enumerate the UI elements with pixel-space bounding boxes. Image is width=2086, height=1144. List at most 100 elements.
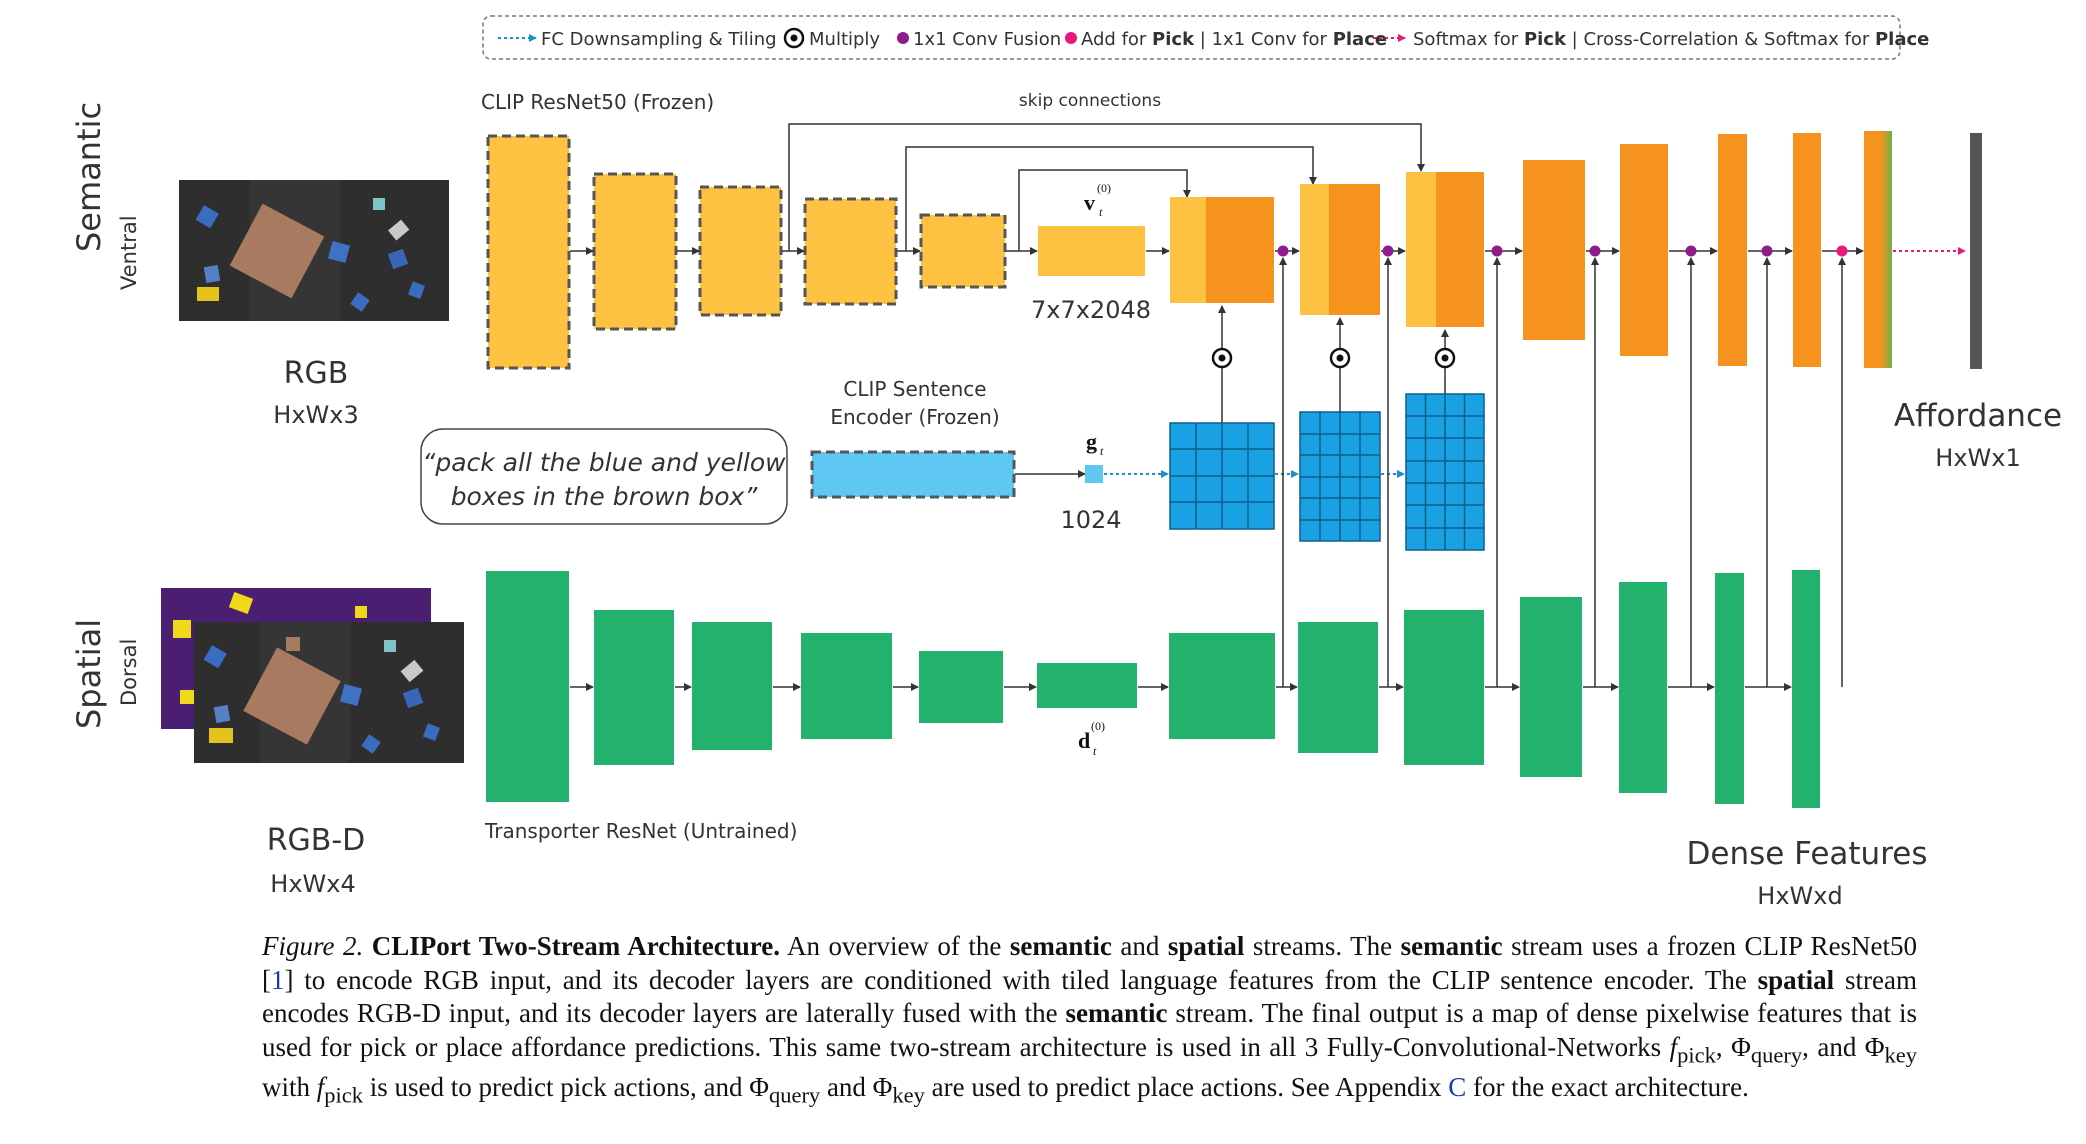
d-superscript: (0)	[1091, 719, 1105, 733]
caption-text: stream uses a frozen CLIP ResNet50 [	[262, 931, 1918, 995]
encoder-block-2	[592, 172, 678, 331]
citation-link[interactable]: 1	[271, 964, 285, 995]
rgb-label: RGB	[284, 356, 349, 391]
spatial-block-7	[1298, 622, 1378, 753]
ventral-label: Ventral	[117, 215, 141, 290]
spatial-block-3	[692, 622, 772, 750]
legend-fc-label: FC Downsampling & Tiling	[541, 29, 777, 50]
add-dot-icon	[1065, 32, 1077, 44]
spatial-block-2	[594, 610, 674, 765]
math-sub: query	[1750, 1041, 1803, 1067]
caption-text: ,	[1715, 1031, 1732, 1062]
fusion-dot	[1685, 245, 1697, 257]
decoder-block-7	[1793, 133, 1821, 367]
clip-sentence-label-2: Encoder (Frozen)	[830, 405, 999, 429]
caption-title: CLIPort Two-Stream Architecture.	[371, 931, 780, 961]
fusion-dot	[1277, 245, 1289, 257]
math-f: f	[316, 1072, 325, 1103]
spatial-block-8	[1404, 610, 1484, 765]
caption-text: stream encodes RGB-D input, and its deco…	[262, 964, 1917, 1029]
decoder-block-5	[1620, 144, 1668, 356]
spatial-block-10	[1619, 582, 1667, 793]
caption-text: for the exact architecture.	[1466, 1072, 1749, 1103]
fusion-dots	[1277, 245, 1848, 257]
encoder-block-3	[698, 185, 783, 317]
transporter-label: Transporter ResNet (Untrained)	[484, 819, 797, 843]
semantic-encoder	[486, 134, 1007, 370]
g-subscript: t	[1100, 444, 1104, 458]
dense-features-label: Dense Features	[1687, 836, 1928, 872]
caption-text: streams. The	[1244, 931, 1401, 961]
spatial-block-5	[919, 651, 1003, 723]
math-f: f	[1669, 1031, 1678, 1062]
legend-box	[482, 15, 1901, 60]
lateral-connections	[1279, 257, 1846, 687]
instruction-line-2: boxes in the brown box”	[451, 482, 759, 511]
caption-text: are used to predict place actions. See A…	[924, 1072, 1449, 1103]
d-subscript: t	[1093, 744, 1097, 758]
math-sub: query	[768, 1082, 821, 1108]
clip-sentence-encoder	[810, 450, 1016, 499]
skip-connections-label: skip connections	[1019, 91, 1161, 111]
architecture-diagram: FC Downsampling & Tiling Multiply 1x1 Co…	[70, 15, 2062, 910]
encoder-block-4	[803, 197, 898, 306]
legend-softmax-label: Softmax for Pick | Cross-Correlation & S…	[1413, 29, 1929, 50]
decoder-block-2	[1329, 184, 1380, 315]
d-symbol: d	[1078, 728, 1090, 753]
spatial-block-6	[1169, 633, 1275, 739]
math-sub: pick	[324, 1082, 364, 1108]
math-phi: Φ	[1731, 1031, 1751, 1062]
legend-multiply-label: Multiply	[809, 29, 880, 50]
caption-text: stream. The final output is a map of den…	[262, 998, 1918, 1062]
caption-text: with	[262, 1072, 317, 1103]
spatial-block-9	[1520, 597, 1582, 777]
dorsal-label: Dorsal	[117, 639, 141, 706]
rgbd-input-image	[161, 588, 464, 763]
rgbd-dims: HxWx4	[270, 870, 355, 898]
math-sub: key	[1884, 1041, 1918, 1067]
caption-text: and	[820, 1072, 873, 1103]
decoder-skip-2	[1300, 184, 1329, 315]
figure-number: Figure 2.	[262, 931, 364, 961]
spatial-block-1	[486, 571, 569, 802]
legend: FC Downsampling & Tiling Multiply 1x1 Co…	[482, 15, 1929, 60]
legend-add-label: Add for Pick | 1x1 Conv for Place	[1081, 29, 1387, 50]
rgbd-label: RGB-D	[267, 823, 366, 858]
language-embedding	[1085, 465, 1103, 483]
clip-resnet-label: CLIP ResNet50 (Frozen)	[481, 90, 714, 114]
add-dot	[1836, 245, 1848, 257]
fusion-dot	[1761, 245, 1773, 257]
rgb-dims: HxWx3	[273, 401, 358, 429]
affordance-dims: HxWx1	[1935, 444, 2020, 472]
spatial-block-11	[1715, 573, 1744, 804]
rgb-input-image	[179, 180, 449, 321]
multiply-icon	[783, 27, 805, 49]
decoder-block-1	[1206, 197, 1274, 303]
caption-bold: semantic	[1400, 931, 1503, 961]
decoder-skip-1	[1170, 197, 1206, 303]
decoder-block-4	[1523, 160, 1585, 340]
fusion-dot	[1589, 245, 1601, 257]
decoder-block-6	[1718, 134, 1747, 366]
v-subscript: t	[1099, 205, 1103, 219]
spatial-block-4	[801, 633, 892, 739]
caption-text: , and	[1802, 1031, 1865, 1062]
semantic-decoder	[1170, 131, 1892, 368]
v-superscript: (0)	[1097, 181, 1111, 195]
clip-feature-map	[1038, 226, 1145, 276]
caption-bold: semantic	[1065, 998, 1168, 1028]
caption-text: is used to predict pick actions, and	[363, 1072, 750, 1103]
appendix-link[interactable]: C	[1448, 1072, 1467, 1103]
decoder-block-8	[1864, 131, 1892, 368]
caption-bold: spatial	[1167, 931, 1245, 961]
affordance-label: Affordance	[1894, 398, 2062, 434]
decoder-block-3	[1436, 172, 1484, 327]
caption-bold: semantic	[1009, 931, 1112, 961]
legend-fusion-label: 1x1 Conv Fusion	[913, 29, 1061, 50]
clip-sentence-label-1: CLIP Sentence	[843, 377, 986, 401]
g-symbol: g	[1086, 429, 1097, 454]
math-sub: key	[892, 1082, 925, 1108]
encoder-block-1	[486, 134, 571, 370]
g-dims-label: 1024	[1060, 506, 1121, 534]
caption-text: An overview of the	[779, 931, 1010, 961]
